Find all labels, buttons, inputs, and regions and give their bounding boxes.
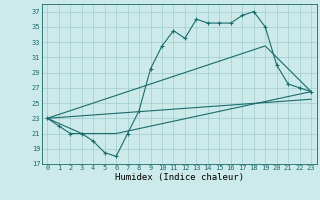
X-axis label: Humidex (Indice chaleur): Humidex (Indice chaleur) xyxy=(115,173,244,182)
